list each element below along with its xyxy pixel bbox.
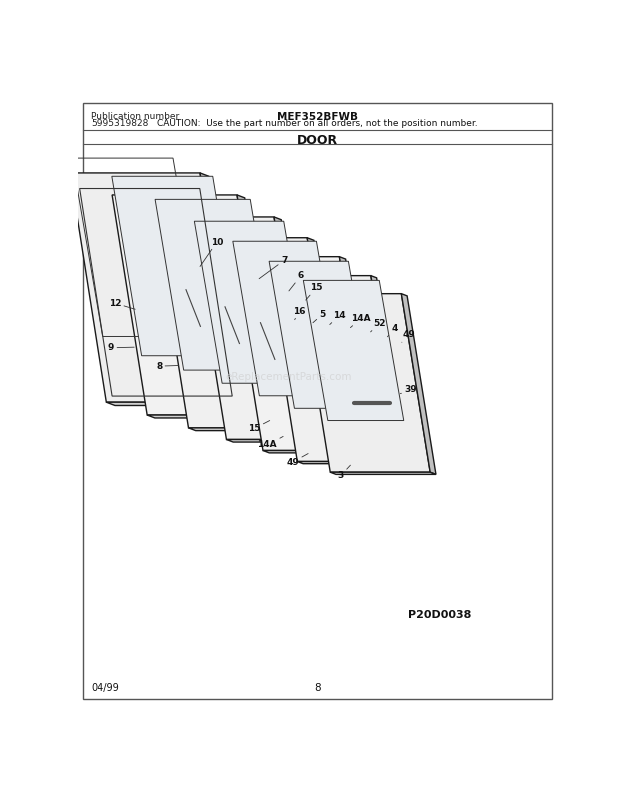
Text: 14: 14 xyxy=(330,311,346,325)
Text: 15: 15 xyxy=(306,283,322,300)
Text: 49: 49 xyxy=(286,453,308,467)
Polygon shape xyxy=(263,450,377,453)
Text: 49: 49 xyxy=(402,330,415,342)
Polygon shape xyxy=(112,176,242,356)
Text: eReplacementParts.com: eReplacementParts.com xyxy=(226,372,352,381)
Text: 9: 9 xyxy=(108,343,134,353)
Polygon shape xyxy=(232,256,371,450)
Polygon shape xyxy=(339,256,377,453)
Polygon shape xyxy=(371,276,406,464)
Polygon shape xyxy=(107,403,245,406)
Text: DOOR: DOOR xyxy=(297,134,339,148)
Polygon shape xyxy=(301,294,430,472)
Polygon shape xyxy=(200,173,245,406)
Text: 12: 12 xyxy=(108,299,135,310)
Text: 04/99: 04/99 xyxy=(91,684,118,693)
Text: 8: 8 xyxy=(156,361,179,371)
Polygon shape xyxy=(155,217,308,428)
Text: 4: 4 xyxy=(388,324,398,337)
Text: 7: 7 xyxy=(259,256,287,279)
Polygon shape xyxy=(268,276,401,461)
Polygon shape xyxy=(194,237,340,440)
Polygon shape xyxy=(401,294,436,474)
Text: Publication number: Publication number xyxy=(91,112,179,121)
Text: P20D0038: P20D0038 xyxy=(408,610,471,620)
Polygon shape xyxy=(112,195,272,415)
Text: CAUTION:  Use the part number on all orders, not the position number.: CAUTION: Use the part number on all orde… xyxy=(157,119,478,128)
Polygon shape xyxy=(237,195,280,418)
Polygon shape xyxy=(226,440,347,442)
Polygon shape xyxy=(233,241,343,395)
Text: 6: 6 xyxy=(289,271,304,291)
Polygon shape xyxy=(298,461,406,464)
Text: 5995319828: 5995319828 xyxy=(91,119,148,128)
Polygon shape xyxy=(147,415,280,418)
Text: 39: 39 xyxy=(401,385,417,395)
Polygon shape xyxy=(194,222,311,384)
Polygon shape xyxy=(70,173,236,403)
Polygon shape xyxy=(274,217,315,430)
Text: 14A: 14A xyxy=(257,437,283,449)
Text: 10: 10 xyxy=(200,237,223,267)
Text: 16: 16 xyxy=(293,306,306,320)
Text: 5: 5 xyxy=(313,310,326,322)
Polygon shape xyxy=(330,472,436,474)
Polygon shape xyxy=(269,261,374,408)
Polygon shape xyxy=(307,237,347,442)
Text: 52: 52 xyxy=(371,319,386,332)
Text: 15: 15 xyxy=(248,421,270,433)
Text: 14A: 14A xyxy=(350,314,371,328)
Polygon shape xyxy=(303,280,404,421)
Polygon shape xyxy=(155,199,279,370)
Text: MEF352BFWB: MEF352BFWB xyxy=(277,112,358,121)
Text: 8: 8 xyxy=(314,684,321,693)
Text: 3: 3 xyxy=(338,465,350,480)
Polygon shape xyxy=(188,428,315,430)
